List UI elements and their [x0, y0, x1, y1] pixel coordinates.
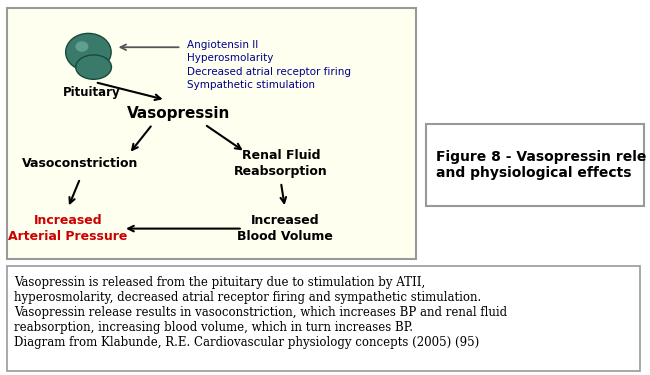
Text: Renal Fluid
Reabsorption: Renal Fluid Reabsorption	[234, 149, 328, 178]
FancyBboxPatch shape	[6, 266, 640, 371]
Ellipse shape	[75, 41, 88, 52]
Ellipse shape	[75, 55, 112, 80]
Text: Vasopressin: Vasopressin	[127, 105, 230, 120]
Text: Pituitary: Pituitary	[63, 86, 120, 99]
Text: Increased
Blood Volume: Increased Blood Volume	[237, 214, 333, 243]
Text: Increased
Arterial Pressure: Increased Arterial Pressure	[8, 214, 127, 243]
FancyBboxPatch shape	[6, 8, 416, 259]
Ellipse shape	[66, 33, 111, 71]
FancyBboxPatch shape	[426, 124, 644, 206]
Text: Figure 8 - Vasopressin rele
and physiological effects: Figure 8 - Vasopressin rele and physiolo…	[436, 150, 646, 180]
Text: Vasoconstriction: Vasoconstriction	[22, 157, 138, 170]
Text: Angiotensin II
Hyperosmolarity
Decreased atrial receptor firing
Sympathetic stim: Angiotensin II Hyperosmolarity Decreased…	[187, 40, 351, 90]
Text: Vasopressin is released from the pituitary due to stimulation by ATII,
hyperosmo: Vasopressin is released from the pituita…	[14, 276, 508, 349]
